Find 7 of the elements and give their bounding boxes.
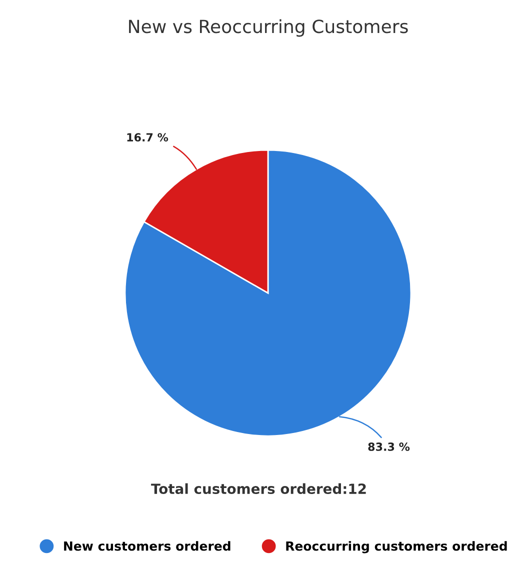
text: Total customers ordered:12 bbox=[151, 483, 366, 494]
pie-slice bbox=[124, 149, 412, 437]
data-label: 83.3 % bbox=[368, 442, 410, 451]
legend-label: Reoccurring customers ordered bbox=[286, 541, 507, 554]
chart-title: New vs Reoccurring Customers bbox=[129, 19, 408, 37]
data-label: 16.7 % bbox=[127, 133, 168, 142]
legend-label: New customers ordered bbox=[64, 541, 230, 551]
